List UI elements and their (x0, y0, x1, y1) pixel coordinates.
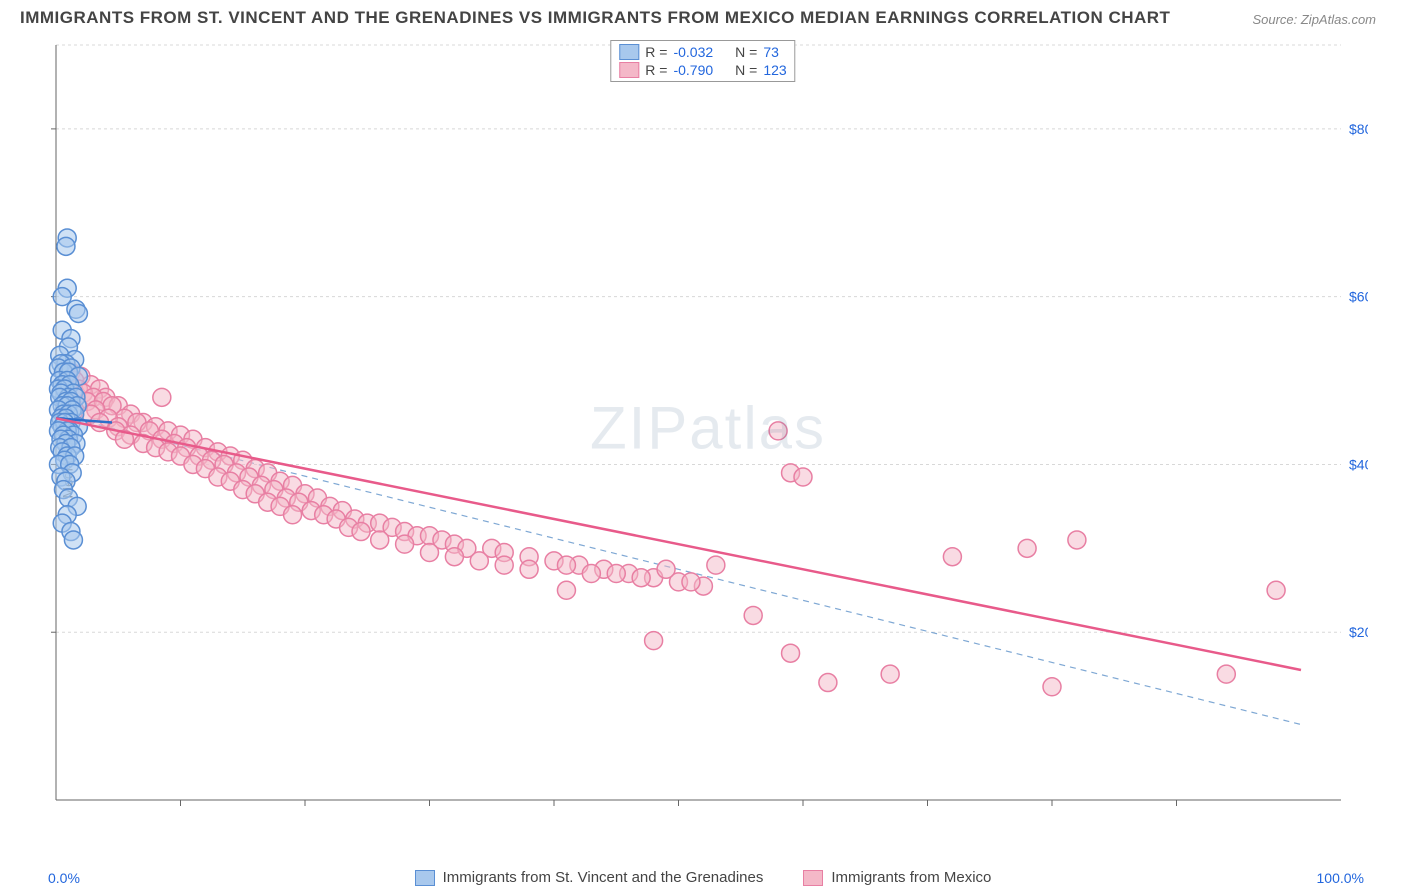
svg-text:$80,000: $80,000 (1349, 121, 1368, 137)
x-tick-min: 0.0% (48, 870, 80, 886)
swatch-blue (415, 870, 435, 886)
x-tick-max: 100.0% (1317, 870, 1364, 886)
plot-area: $20,000$40,000$60,000$80,000 ZIPatlas (48, 40, 1368, 830)
swatch-blue (619, 44, 639, 60)
legend-row: R = -0.790 N = 123 (619, 61, 786, 79)
source-credit: Source: ZipAtlas.com (1252, 12, 1376, 27)
svg-text:$20,000: $20,000 (1349, 624, 1368, 640)
svg-text:$40,000: $40,000 (1349, 456, 1368, 472)
chart-title: IMMIGRANTS FROM ST. VINCENT AND THE GREN… (20, 8, 1170, 28)
legend-item: Immigrants from St. Vincent and the Gren… (415, 869, 764, 886)
legend-item: Immigrants from Mexico (803, 869, 991, 886)
swatch-pink (803, 870, 823, 886)
swatch-pink (619, 62, 639, 78)
correlation-legend: R = -0.032 N = 73 R = -0.790 N = 123 (610, 40, 795, 82)
svg-text:$60,000: $60,000 (1349, 289, 1368, 305)
legend-row: R = -0.032 N = 73 (619, 43, 786, 61)
series-legend: Immigrants from St. Vincent and the Gren… (0, 869, 1406, 886)
chart-svg: $20,000 $40,000 $60,000 $80,000 (48, 40, 1368, 830)
chart-container: IMMIGRANTS FROM ST. VINCENT AND THE GREN… (0, 0, 1406, 892)
